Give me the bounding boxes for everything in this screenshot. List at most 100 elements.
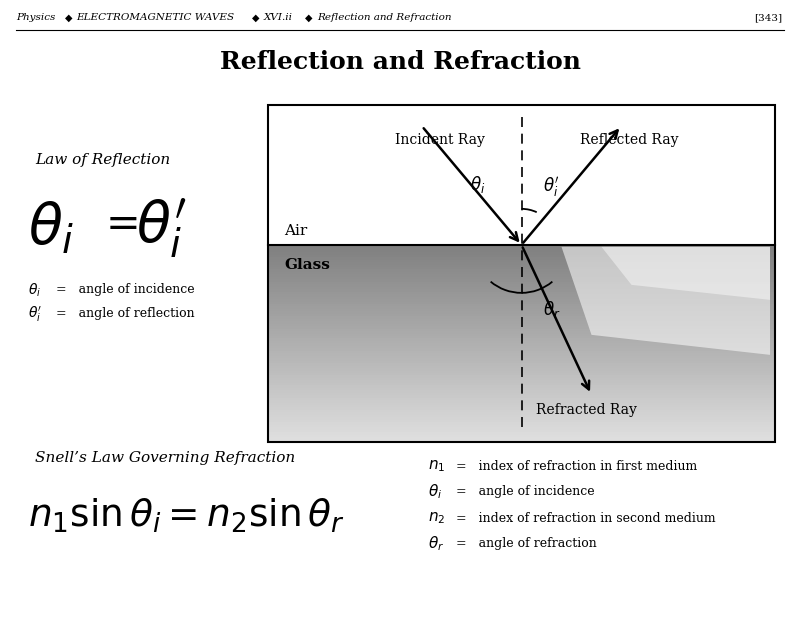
- Polygon shape: [602, 247, 770, 300]
- Bar: [268, 260, 775, 263]
- Bar: [268, 400, 775, 404]
- Bar: [268, 392, 775, 396]
- Bar: [268, 294, 775, 297]
- Text: =   index of refraction in first medium: = index of refraction in first medium: [456, 460, 698, 473]
- Bar: [268, 272, 775, 275]
- Text: $n_1$: $n_1$: [428, 458, 446, 474]
- Bar: [268, 302, 775, 305]
- Bar: [268, 407, 775, 411]
- Bar: [268, 432, 775, 436]
- Bar: [268, 349, 775, 352]
- Bar: [268, 422, 775, 426]
- Bar: [268, 434, 775, 438]
- Bar: [268, 417, 775, 421]
- Text: $\theta_i$: $\theta_i$: [28, 281, 41, 299]
- Text: ◆: ◆: [305, 14, 313, 22]
- Text: Reflection and Refraction: Reflection and Refraction: [219, 50, 581, 74]
- Bar: [268, 412, 775, 416]
- Bar: [268, 292, 775, 295]
- Bar: [268, 334, 775, 337]
- Text: ◆: ◆: [252, 14, 259, 22]
- Bar: [268, 383, 775, 386]
- Polygon shape: [562, 247, 770, 355]
- Bar: [268, 299, 775, 302]
- Bar: [268, 275, 775, 278]
- Text: =   angle of incidence: = angle of incidence: [456, 486, 594, 499]
- Bar: [268, 105, 775, 442]
- Bar: [268, 429, 775, 433]
- Bar: [268, 247, 775, 251]
- Bar: [268, 326, 775, 329]
- Bar: [268, 358, 775, 362]
- Text: Incident Ray: Incident Ray: [395, 133, 485, 147]
- Bar: [268, 386, 775, 389]
- Bar: [268, 366, 775, 369]
- Bar: [268, 324, 775, 327]
- Bar: [268, 405, 775, 408]
- Bar: [268, 397, 775, 401]
- Bar: [268, 257, 775, 260]
- Bar: [268, 277, 775, 280]
- Text: $\theta_r$: $\theta_r$: [428, 535, 444, 553]
- Text: =   angle of incidence: = angle of incidence: [56, 283, 194, 297]
- Bar: [268, 336, 775, 339]
- Bar: [268, 341, 775, 344]
- Bar: [268, 252, 775, 255]
- Text: $\theta_i$: $\theta_i$: [428, 482, 442, 502]
- Text: ELECTROMAGNETIC WAVES: ELECTROMAGNETIC WAVES: [76, 14, 234, 22]
- Bar: [268, 415, 775, 418]
- Bar: [268, 314, 775, 317]
- Bar: [268, 265, 775, 268]
- Text: $\theta_i'$: $\theta_i'$: [543, 175, 560, 199]
- Text: $n_2$: $n_2$: [428, 510, 446, 526]
- Bar: [268, 297, 775, 300]
- Bar: [268, 245, 775, 248]
- Bar: [268, 376, 775, 379]
- Bar: [268, 351, 775, 354]
- Bar: [268, 319, 775, 322]
- Text: $=$: $=$: [97, 201, 138, 243]
- Bar: [268, 410, 775, 413]
- Text: Refracted Ray: Refracted Ray: [536, 404, 637, 417]
- Bar: [268, 395, 775, 399]
- Text: $\theta_r$: $\theta_r$: [542, 299, 560, 320]
- Bar: [268, 267, 775, 270]
- Text: Law of Reflection: Law of Reflection: [35, 153, 170, 167]
- Text: $\theta_i'$: $\theta_i'$: [28, 304, 42, 323]
- Bar: [268, 284, 775, 288]
- Bar: [268, 321, 775, 325]
- Bar: [268, 105, 775, 442]
- Bar: [268, 363, 775, 366]
- Text: Reflection and Refraction: Reflection and Refraction: [317, 14, 451, 22]
- Bar: [268, 329, 775, 332]
- Bar: [268, 309, 775, 312]
- Text: Glass: Glass: [284, 258, 330, 272]
- Bar: [268, 437, 775, 441]
- Bar: [268, 368, 775, 371]
- Bar: [268, 420, 775, 423]
- Text: ◆: ◆: [65, 14, 73, 22]
- Bar: [268, 427, 775, 431]
- Bar: [268, 344, 775, 347]
- Bar: [268, 339, 775, 342]
- Bar: [268, 388, 775, 391]
- Text: Snell’s Law Governing Refraction: Snell’s Law Governing Refraction: [35, 451, 295, 465]
- Bar: [268, 317, 775, 320]
- Text: Physics: Physics: [16, 14, 55, 22]
- Bar: [268, 287, 775, 290]
- Bar: [268, 289, 775, 292]
- Text: =   index of refraction in second medium: = index of refraction in second medium: [456, 511, 716, 524]
- Bar: [268, 307, 775, 310]
- Bar: [268, 356, 775, 359]
- Bar: [268, 424, 775, 428]
- Bar: [268, 312, 775, 315]
- Bar: [268, 381, 775, 384]
- Text: $\theta_i'$: $\theta_i'$: [136, 197, 186, 259]
- Bar: [268, 354, 775, 357]
- Bar: [268, 282, 775, 285]
- Bar: [268, 439, 775, 443]
- Bar: [268, 262, 775, 265]
- Text: $\theta_i$: $\theta_i$: [470, 175, 485, 196]
- Text: XVI.ii: XVI.ii: [264, 14, 293, 22]
- Text: =   angle of refraction: = angle of refraction: [456, 537, 597, 550]
